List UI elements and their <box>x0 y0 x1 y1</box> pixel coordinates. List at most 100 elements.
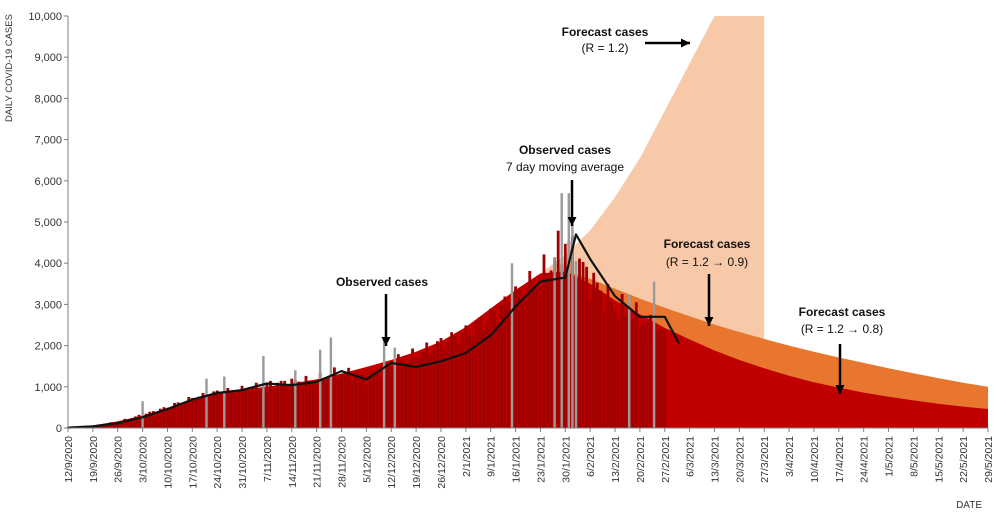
observed-bar <box>649 314 652 428</box>
arrow-forecast-r12 <box>645 38 690 48</box>
x-tick-label: 5/12/2020 <box>361 436 373 483</box>
observed-bar <box>407 361 411 428</box>
observed-spike-bar <box>223 376 226 428</box>
observed-bar <box>631 319 635 428</box>
annotation-observed-ma-label: 7 day moving average <box>506 160 624 174</box>
y-tick-label: 1,000 <box>34 382 62 394</box>
observed-bar <box>563 243 567 428</box>
observed-bar <box>602 311 606 428</box>
observed-bar <box>158 408 162 428</box>
x-tick-label: 13/3/2021 <box>710 436 722 483</box>
annotation-forecast-r12-title: Forecast cases <box>562 25 649 39</box>
observed-bar <box>428 354 432 428</box>
observed-bar <box>315 384 319 428</box>
moving-average-line <box>67 233 680 429</box>
observed-bar <box>514 286 517 428</box>
observed-bar <box>286 388 290 428</box>
annotation-forecast-r12-09-label: (R = 1.2 → 0.9) <box>666 255 748 269</box>
axes-layer: 0 1,000 2,000 3,000 4,000 5,000 6,000 7,000 8,00… <box>4 11 995 511</box>
observed-bar <box>389 365 393 428</box>
observed-spike-bar <box>628 294 631 428</box>
observed-bar <box>659 328 663 428</box>
observed-bar <box>425 342 429 428</box>
y-tick-label: 3,000 <box>34 299 62 311</box>
observed-spike-bar <box>567 193 570 428</box>
x-tick-label: 19/12/2020 <box>411 436 423 489</box>
observed-bar <box>240 385 244 428</box>
observed-bar <box>507 302 510 428</box>
observed-spike-bar <box>329 337 333 428</box>
observed-bar <box>364 384 368 428</box>
observed-bar <box>102 424 105 428</box>
observed-spike-bar <box>510 263 514 428</box>
observed-bar <box>400 360 404 428</box>
annotation-forecast-r12-08-label: (R = 1.2 → 0.8) <box>801 322 883 336</box>
observed-bar <box>322 380 326 428</box>
observed-spike-bar <box>382 337 386 428</box>
x-tick-label: 2/1/2021 <box>461 436 473 477</box>
observed-bar <box>404 363 407 428</box>
moving-average-layer <box>67 233 680 429</box>
observed-bar <box>663 329 667 428</box>
observed-bar <box>638 327 642 428</box>
observed-bar <box>361 373 365 428</box>
observed-bar <box>499 305 503 428</box>
observed-bar <box>112 422 116 428</box>
x-tick-label: 10/4/2021 <box>809 436 821 483</box>
observed-bar <box>471 335 475 428</box>
x-tick-label: 22/5/2021 <box>958 436 970 483</box>
observed-bar <box>137 414 141 428</box>
observed-bar <box>190 398 194 428</box>
observed-bar <box>173 403 176 428</box>
x-tick-label: 20/3/2021 <box>734 436 746 483</box>
y-axis-title: DAILY COVID-19 CASES <box>4 14 15 122</box>
x-tick-label: 12/12/2020 <box>386 436 398 489</box>
observed-bar <box>162 407 166 428</box>
y-tick-label: 4,000 <box>34 258 62 270</box>
observed-bar <box>531 284 535 428</box>
observed-bar <box>336 378 340 428</box>
observed-bar <box>119 420 123 428</box>
observed-bar <box>610 302 613 428</box>
observed-bar <box>244 390 248 428</box>
observed-bar <box>226 388 230 428</box>
x-tick-label: 28/11/2020 <box>337 436 349 488</box>
observed-bars-layer <box>66 230 667 428</box>
observed-bar <box>457 345 461 428</box>
annotations-layer: Forecast cases (R = 1.2) Observed cases 7 d… <box>336 25 886 394</box>
observed-bar <box>198 396 201 428</box>
observed-bar <box>144 413 148 428</box>
observed-bar <box>492 310 496 428</box>
observed-spike-bar <box>262 355 265 428</box>
observed-bar <box>418 358 422 428</box>
observed-bar <box>325 379 329 428</box>
observed-bar <box>439 338 443 428</box>
observed-bar <box>180 403 184 428</box>
observed-bar <box>254 382 258 428</box>
observed-bar <box>194 400 198 428</box>
observed-bar <box>116 422 120 428</box>
x-tick-label: 27/2/2021 <box>660 436 672 483</box>
observed-bar <box>432 350 436 428</box>
observed-bar <box>467 334 471 428</box>
observed-bar <box>134 416 137 428</box>
x-tick-label: 17/10/2020 <box>187 436 199 489</box>
observed-spike-bar <box>571 219 574 428</box>
observed-bar <box>283 380 287 428</box>
observed-bar <box>475 320 478 428</box>
observed-bar <box>219 394 223 428</box>
observed-bar <box>304 375 308 428</box>
x-tick-label: 31/10/2020 <box>237 436 249 489</box>
y-tick-label: 2,000 <box>34 341 62 353</box>
observed-bar <box>599 290 603 428</box>
observed-spike-bar <box>294 370 297 428</box>
x-tick-label: 29/5/2021 <box>983 436 995 483</box>
x-tick-label: 9/1/2021 <box>486 436 498 477</box>
observed-bar <box>595 282 599 428</box>
y-tick-label: 9,000 <box>34 52 62 64</box>
annotation-observed-ma-title: Observed cases <box>519 143 611 157</box>
arrow-forecast-r12-08 <box>835 344 845 394</box>
observed-bar <box>308 380 311 428</box>
observed-bar <box>169 408 173 428</box>
